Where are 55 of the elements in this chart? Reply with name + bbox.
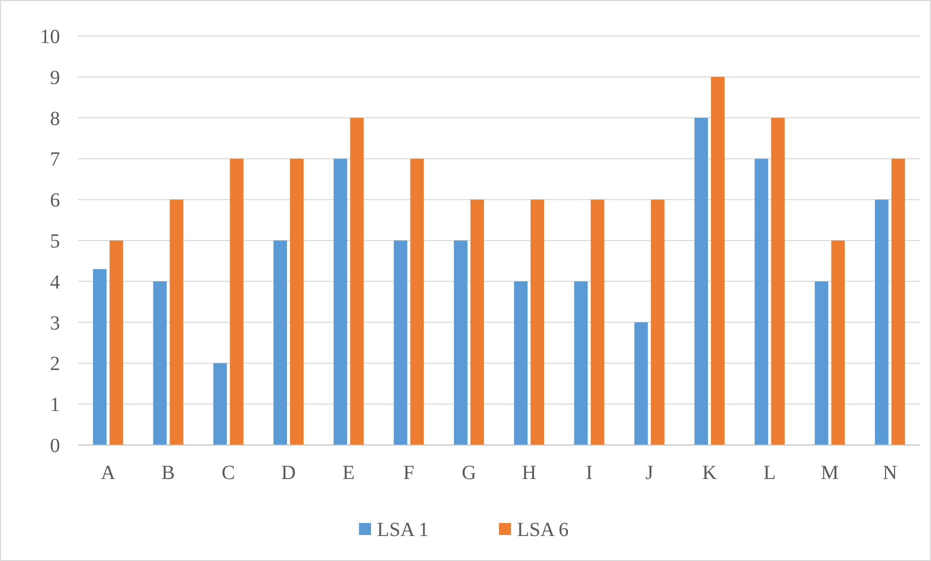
bar [290,158,304,445]
y-tick-label: 1 [50,394,60,416]
x-tick-label: G [462,462,476,484]
x-tick-label: M [820,462,839,484]
x-tick-label: I [586,462,593,484]
y-tick-label: 3 [50,312,60,334]
bar [394,240,408,445]
bar [213,363,227,445]
bar [771,118,785,445]
bar [350,118,364,445]
y-tick-label: 0 [50,435,60,457]
bar [170,200,184,445]
y-tick-label: 2 [50,353,60,376]
bar [93,269,107,445]
legend-label: LSA 1 [377,519,429,541]
x-tick-label: K [702,462,718,484]
bar [454,240,468,445]
y-tick-label: 7 [50,148,60,171]
y-tick-label: 9 [50,66,60,89]
bar [711,76,725,445]
x-tick-label: B [162,462,175,484]
bar [754,158,768,445]
x-tick-label: J [645,462,654,484]
bar [650,200,664,445]
y-tick-label: 10 [40,26,60,48]
legend-label: LSA 6 [517,519,569,541]
bar [634,322,648,445]
bar [230,158,244,445]
y-tick-label: 5 [50,230,60,252]
bar [153,281,167,445]
bar [273,240,287,445]
x-tick-label: F [403,462,414,484]
y-tick-label: 6 [50,190,60,212]
bar [410,158,424,445]
bar [590,200,604,445]
bar [574,281,588,445]
x-tick-label: H [522,462,536,484]
x-tick-label: D [281,462,296,484]
x-tick-label: C [222,462,236,484]
bar [110,240,124,445]
bar [514,281,528,445]
x-tick-label: A [100,462,116,484]
bar [831,240,845,445]
bar [530,200,544,445]
x-tick-label: N [882,462,898,484]
bar [334,158,348,445]
x-tick-label: E [342,462,355,484]
bar [814,281,828,445]
bar [874,200,888,445]
bar [891,158,905,445]
bar [694,118,708,445]
x-tick-label: L [764,462,776,484]
y-tick-label: 4 [50,271,60,294]
bar [470,200,484,445]
y-tick-label: 8 [50,108,60,130]
